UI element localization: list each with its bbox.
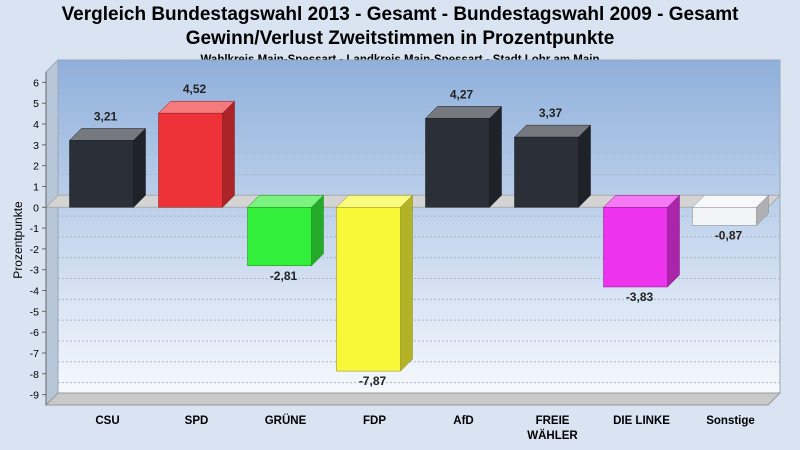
bar: [602, 194, 681, 288]
y-tick-label: -5: [30, 306, 39, 318]
y-tick-label: -3: [30, 265, 39, 277]
x-tick-label: GRÜNE: [265, 414, 307, 427]
x-tick-label: FDP: [363, 415, 386, 427]
bar: [691, 194, 770, 226]
bar: [513, 124, 592, 208]
y-tick-label: 5: [33, 98, 39, 110]
bars: [68, 100, 770, 372]
y-tick-label: 2: [33, 161, 39, 173]
y-tick-label: -4: [30, 286, 39, 298]
data-label: -0,87: [715, 228, 743, 242]
data-labels: 3,21 4,52 -2,81 -7,87 4,27 3,37 -3,83 -0,87: [94, 82, 743, 388]
y-axis: 6 5 4 3 2 1 0 -1 -2 -3 -4 -5 -6 -7 -8 -9: [30, 72, 47, 405]
y-tick-label: 1: [33, 181, 39, 193]
y-tick-label: -6: [30, 327, 39, 339]
x-tick-label: AfD: [453, 415, 473, 427]
x-tick-label: DIE LINKE: [613, 415, 670, 427]
data-label: 3,37: [539, 106, 563, 120]
y-tick-label: -1: [30, 223, 39, 235]
data-label: -2,81: [270, 269, 298, 283]
y-tick-label: -7: [30, 348, 39, 360]
y-tick-label: -9: [30, 390, 39, 402]
x-tick-label: Sonstige: [706, 415, 755, 427]
y-axis-label: Prozentpunkte: [11, 201, 25, 279]
y-tick-label: 0: [33, 202, 39, 214]
y-tick-label: -8: [30, 369, 39, 381]
bar: [157, 100, 236, 208]
y-tick-label: 4: [33, 119, 39, 131]
chart-title: Vergleich Bundestagswahl 2013 - Gesamt -…: [61, 4, 739, 25]
x-tick-label-line-2: WÄHLER: [527, 429, 578, 442]
data-label: -3,83: [626, 290, 654, 304]
y-tick-label: -2: [30, 244, 39, 256]
y-tick-label: 6: [33, 77, 39, 89]
bar: [424, 105, 503, 208]
bar: [68, 127, 147, 208]
data-label: -7,87: [359, 374, 387, 388]
data-label: 4,52: [183, 82, 207, 96]
x-tick-label: FREIE: [536, 415, 570, 427]
chart-title-line-2: Gewinn/Verlust Zweitstimmen in Prozentpu…: [185, 28, 615, 49]
data-label: 3,21: [94, 109, 118, 123]
x-tick-label: SPD: [185, 415, 209, 427]
bar: [335, 194, 414, 372]
y-tick-label: 3: [33, 140, 39, 152]
data-label: 4,27: [450, 87, 474, 101]
bar: [246, 194, 325, 267]
x-axis-labels: CSU SPD GRÜNE FDP AfD FREIE WÄHLER DIE LINKE Son…: [95, 414, 754, 442]
x-tick-label: CSU: [95, 415, 119, 427]
